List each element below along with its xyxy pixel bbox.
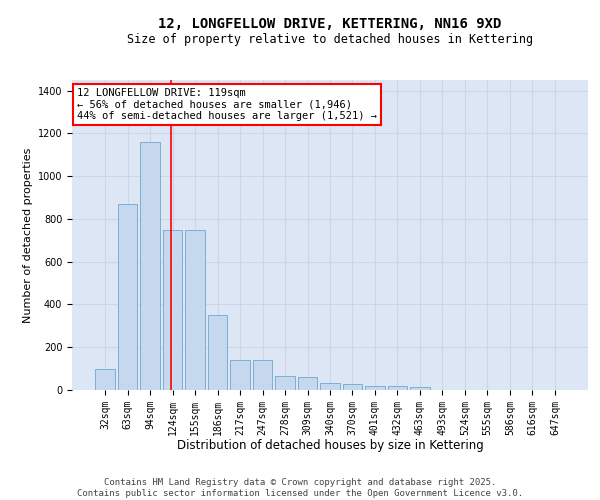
Bar (163, 230, 182, 390)
X-axis label: Distribution of detached houses by size in Kettering: Distribution of detached houses by size … (176, 439, 484, 452)
Bar (140, 142, 160, 390)
Text: Contains HM Land Registry data © Crown copyright and database right 2025.
Contai: Contains HM Land Registry data © Crown c… (77, 478, 523, 498)
Bar (388, 386, 407, 390)
Text: 12, LONGFELLOW DRIVE, KETTERING, NN16 9XD: 12, LONGFELLOW DRIVE, KETTERING, NN16 9X… (158, 18, 502, 32)
Bar (253, 360, 272, 390)
Bar (410, 387, 430, 390)
Text: Size of property relative to detached houses in Kettering: Size of property relative to detached ho… (127, 32, 533, 46)
Y-axis label: Number of detached properties: Number of detached properties (23, 148, 34, 322)
Bar (95, 368, 115, 390)
Bar (343, 384, 362, 390)
Bar (208, 315, 227, 390)
Bar (275, 376, 295, 390)
Bar (230, 360, 250, 390)
Bar (365, 386, 385, 390)
Bar (185, 230, 205, 390)
Bar (320, 382, 340, 390)
Bar (118, 204, 137, 390)
Text: 12 LONGFELLOW DRIVE: 119sqm
← 56% of detached houses are smaller (1,946)
44% of : 12 LONGFELLOW DRIVE: 119sqm ← 56% of det… (77, 88, 377, 121)
Bar (298, 377, 317, 390)
